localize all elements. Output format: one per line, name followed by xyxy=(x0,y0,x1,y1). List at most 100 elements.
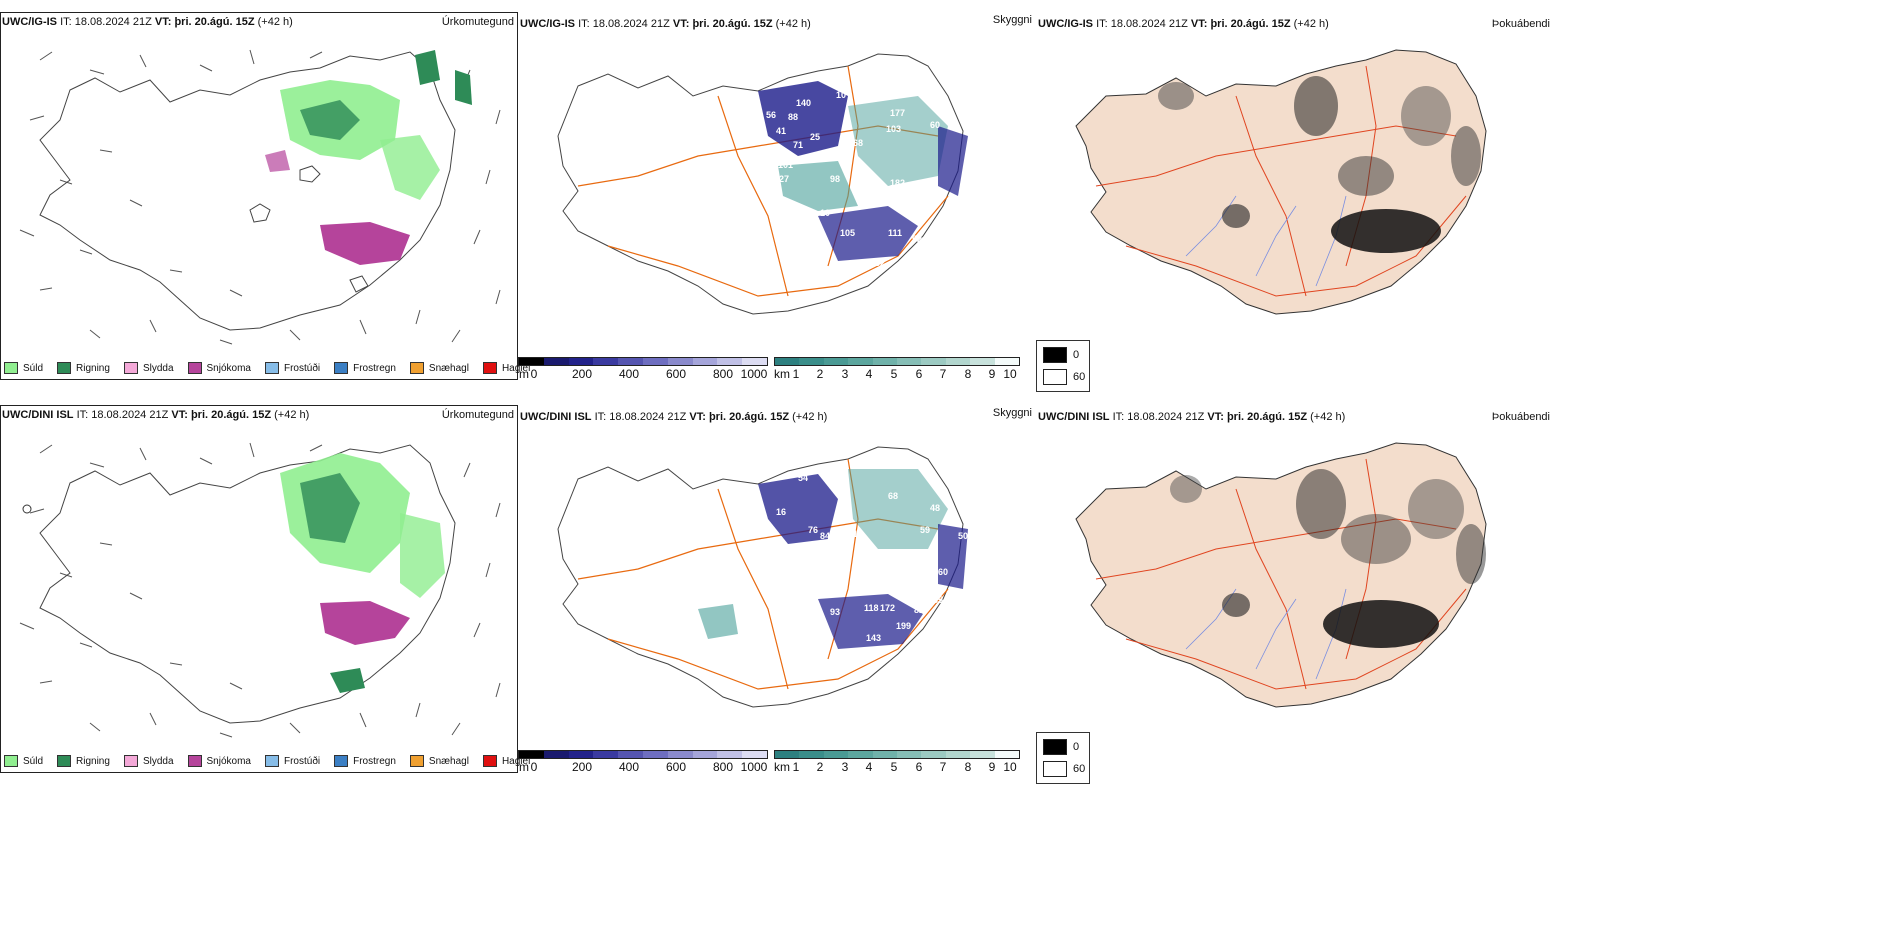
panel-header: UWC/DINI ISL IT: 18.08.2024 21Z VT: þri.… xyxy=(1038,411,1345,423)
fog-swatch-dark xyxy=(1043,739,1067,755)
iceland-outline xyxy=(557,446,964,708)
vis-label: 140 xyxy=(796,98,811,108)
precip-map xyxy=(19,442,501,738)
panel-header: UWC/IG-IS IT: 18.08.2024 21Z VT: þri. 20… xyxy=(2,16,293,28)
legend-label: Snjókoma xyxy=(206,362,251,374)
visibility-map: 140 56 88 41 71 25 10 68 177 103 60 101 … xyxy=(557,53,968,315)
precip-title: Úrkomutegund xyxy=(441,16,514,28)
vis-label: 103 xyxy=(886,124,901,134)
fog-value-dark: 0 xyxy=(1073,741,1080,753)
legend-swatch xyxy=(264,362,279,374)
vis-label: 48 xyxy=(930,503,940,513)
fog-map xyxy=(1075,49,1487,315)
vt-label: VT: xyxy=(672,18,690,30)
unit-label: m xyxy=(519,760,529,774)
legend-label: Súld xyxy=(23,362,44,374)
legend-item: Rigning xyxy=(57,755,110,767)
precip-map-frame xyxy=(0,12,518,380)
unit-label: km xyxy=(774,367,790,381)
it-value: 18.08.2024 21Z xyxy=(1110,18,1188,30)
vis-label: 71 xyxy=(793,140,803,150)
visibility-title: Skyggni xyxy=(992,407,1032,419)
cloudbase-colorbar: m 0 200 400 600 800 1000 xyxy=(518,357,768,381)
fog-swatch-dark xyxy=(1043,347,1067,363)
road-network xyxy=(577,458,949,690)
legend-item: Snæhagl xyxy=(409,755,469,767)
vt-value: þri. 20.ágú. 15Z xyxy=(190,409,272,421)
vis-label: 101 xyxy=(778,160,793,170)
legend-swatch xyxy=(409,362,424,374)
row1-precip-panel: UWC/IG-IS IT: 18.08.2024 21Z VT: þri. 20… xyxy=(0,12,530,380)
legend-swatch xyxy=(482,362,497,374)
vis-label: 88 xyxy=(788,112,798,122)
cloudbase-cells xyxy=(518,357,768,366)
row1-fog-panel: UWC/IG-IS IT: 18.08.2024 21Z VT: þri. 20… xyxy=(1036,12,1554,380)
vis-label: 51 xyxy=(848,529,858,539)
legend-swatch xyxy=(4,362,18,374)
legend-item: Snjókoma xyxy=(187,755,251,767)
vt-value: þri. 20.ágú. 15Z xyxy=(174,16,255,28)
legend-label: Snjókoma xyxy=(206,755,251,767)
vis-label: 41 xyxy=(776,126,786,136)
fog-title: Þokuábendi xyxy=(1491,18,1550,30)
fog-legend: 0 60 xyxy=(1036,732,1090,784)
vis-label: 93 xyxy=(830,607,840,617)
legend-label: Frostúði xyxy=(283,362,321,374)
precip-map xyxy=(19,49,501,345)
visibility-labels: 54 88 16 66 76 84 51 68 13 48 59 50 105 … xyxy=(718,473,968,643)
vis-label: 111 xyxy=(888,228,902,238)
legend-swatch xyxy=(57,755,72,767)
vis-label: 105 xyxy=(840,228,855,238)
fog-value-light: 60 xyxy=(1073,763,1086,775)
visibility-cells xyxy=(774,750,1020,759)
vis-label: 25 xyxy=(810,132,820,142)
fog-value-light: 60 xyxy=(1073,371,1086,383)
tick-label: 800 xyxy=(712,367,734,381)
lead-time: (+42 h) xyxy=(257,16,293,28)
vis-label: 68 xyxy=(853,138,863,148)
panel-header: UWC/DINI ISL IT: 18.08.2024 21Z VT: þri.… xyxy=(2,409,309,421)
it-label: IT: xyxy=(1096,18,1108,30)
vis-label: 68 xyxy=(888,491,898,501)
vis-label: 105 xyxy=(856,561,871,571)
tick-label: 200 xyxy=(571,760,593,774)
panel-header: UWC/IG-IS IT: 18.08.2024 21Z VT: þri. 20… xyxy=(1038,18,1329,30)
vt-value: þri. 20.ágú. 15Z xyxy=(1226,411,1308,423)
legend-label: Rigning xyxy=(76,362,110,374)
legend-item: Frostúði xyxy=(264,755,321,767)
lead-time: (+42 h) xyxy=(274,409,310,421)
tick-label: 400 xyxy=(618,367,640,381)
it-label: IT: xyxy=(1112,411,1125,423)
legend-item: Súld xyxy=(4,755,43,767)
legend-swatch xyxy=(57,362,72,374)
tick-label: 6 xyxy=(915,760,923,774)
visibility-ticks: km 1 2 3 4 5 6 7 8 9 10 xyxy=(774,759,1020,774)
vt-label: VT: xyxy=(1190,18,1208,30)
cloudbase-colorbar: m 0 200 400 600 800 1000 xyxy=(518,750,768,774)
tick-label: 5 xyxy=(890,760,898,774)
tick-label: 200 xyxy=(571,367,593,381)
legend-label: Frostúði xyxy=(283,755,321,767)
vis-label: 199 xyxy=(896,621,911,631)
tick-label: 400 xyxy=(618,760,640,774)
vis-label: 82 xyxy=(914,605,924,615)
vis-label: 10 xyxy=(820,208,830,218)
precip-areas xyxy=(280,453,445,693)
vis-label: 177 xyxy=(890,108,905,118)
tick-label: 8 xyxy=(964,367,972,381)
precip-areas xyxy=(265,50,472,265)
row2-fog-panel: UWC/DINI ISL IT: 18.08.2024 21Z VT: þri.… xyxy=(1036,405,1554,773)
legend-label: Frostregn xyxy=(353,755,396,767)
road-network xyxy=(577,65,949,297)
vis-label: 172 xyxy=(880,603,895,613)
lead-time: (+42 h) xyxy=(775,18,811,30)
it-value: 18.08.2024 21Z xyxy=(592,18,670,30)
tick-label: 8 xyxy=(964,760,972,774)
legend-swatch xyxy=(123,755,138,767)
legend-item: Haglél xyxy=(482,362,530,374)
legend-swatch xyxy=(482,755,497,767)
precip-map-frame xyxy=(0,405,518,773)
fog-map xyxy=(1075,442,1487,708)
vis-label: 84 xyxy=(820,531,830,541)
vt-value: þri. 20.ágú. 15Z xyxy=(692,18,773,30)
